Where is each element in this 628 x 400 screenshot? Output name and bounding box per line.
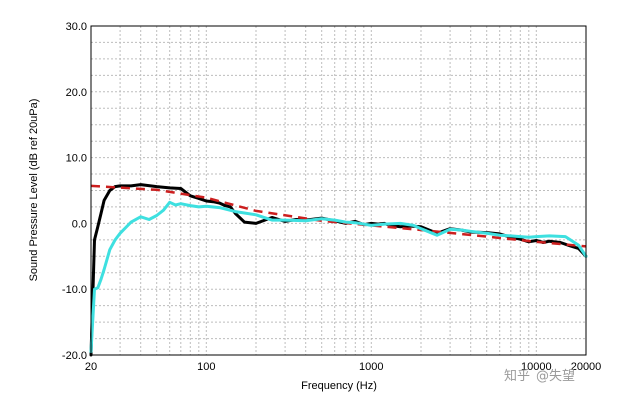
x-tick-label: 20 [85, 361, 97, 373]
x-tick-label: 1000 [359, 361, 383, 373]
y-axis-title: Sound Pressure Level (dB ref 20uPa) [28, 99, 40, 282]
watermark: 知乎 @失望 [504, 368, 575, 384]
watermark-logo: 知乎 [504, 368, 530, 384]
y-tick-label: 0.0 [72, 218, 87, 230]
x-axis-title: Frequency (Hz) [301, 380, 377, 392]
y-tick-label: -20.0 [62, 350, 87, 362]
x-tick-label: 100 [197, 361, 215, 373]
plot-frame [90, 25, 587, 356]
y-tick-label: 20.0 [66, 87, 87, 99]
y-tick-label: 30.0 [66, 21, 87, 33]
grid-lines [91, 26, 586, 355]
watermark-handle: @失望 [536, 368, 575, 384]
y-axis-ticks: 30.0 20.0 10.0 0.0 -10.0 -20.0 [62, 21, 87, 362]
x-tick-label: 10000 [521, 361, 552, 373]
y-tick-label: -10.0 [62, 284, 87, 296]
series-line-cyan-curve [89, 200, 588, 354]
series-layer [89, 183, 588, 357]
y-tick-label: 10.0 [66, 153, 87, 165]
x-axis-ticks: 20 100 1000 10000 20000 [85, 361, 601, 373]
x-tick-label: 20000 [571, 361, 602, 373]
